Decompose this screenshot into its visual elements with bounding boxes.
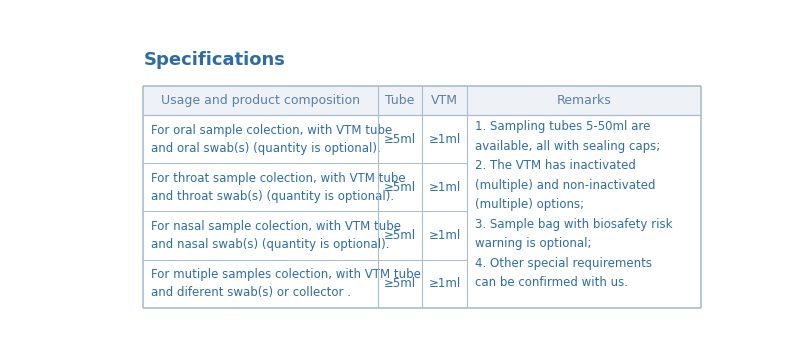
Text: For mutiple samples colection, with VTM tube
and diferent swab(s) or collector .: For mutiple samples colection, with VTM …: [151, 268, 422, 299]
Text: For throat sample colection, with VTM tube
and throat swab(s) (quantity is optio: For throat sample colection, with VTM tu…: [151, 172, 406, 203]
Text: VTM: VTM: [431, 94, 458, 107]
Text: For oral sample colection, with VTM tube
and oral swab(s) (quantity is optional): For oral sample colection, with VTM tube…: [151, 124, 393, 155]
Text: Usage and product composition: Usage and product composition: [161, 94, 360, 107]
Text: ≥1ml: ≥1ml: [429, 229, 461, 242]
Text: Tube: Tube: [386, 94, 414, 107]
FancyBboxPatch shape: [143, 86, 702, 115]
Text: For nasal sample colection, with VTM tube
and nasal swab(s) (quantity is optiona: For nasal sample colection, with VTM tub…: [151, 220, 402, 251]
FancyBboxPatch shape: [143, 86, 702, 308]
Text: ≥5ml: ≥5ml: [384, 181, 416, 194]
Text: 1. Sampling tubes 5-50ml are
available, all with sealing caps;
2. The VTM has in: 1. Sampling tubes 5-50ml are available, …: [475, 120, 673, 289]
Text: ≥5ml: ≥5ml: [384, 277, 416, 290]
Text: ≥1ml: ≥1ml: [429, 181, 461, 194]
Text: ≥1ml: ≥1ml: [429, 277, 461, 290]
Text: ≥5ml: ≥5ml: [384, 229, 416, 242]
Text: Remarks: Remarks: [557, 94, 611, 107]
Text: Specifications: Specifications: [143, 51, 286, 69]
Text: ≥1ml: ≥1ml: [429, 133, 461, 146]
Text: ≥5ml: ≥5ml: [384, 133, 416, 146]
